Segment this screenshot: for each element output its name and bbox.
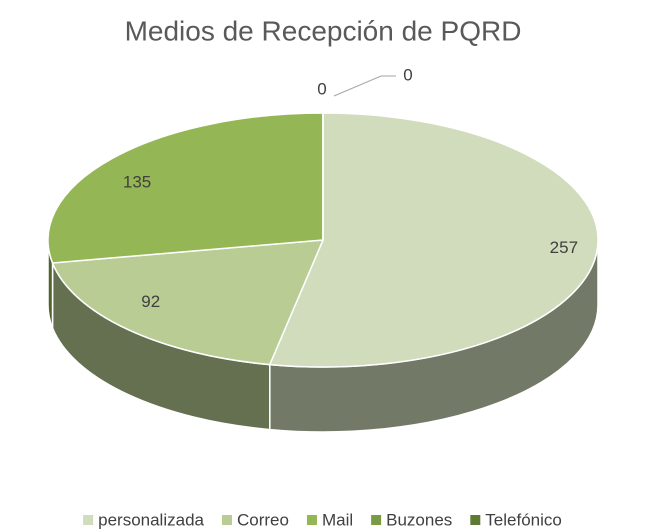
legend-marker — [371, 515, 382, 525]
legend-label: Buzones — [386, 510, 452, 529]
legend-label: Telefónico — [485, 510, 562, 529]
legend-label: Correo — [237, 510, 289, 529]
legend-marker — [221, 515, 232, 525]
chart-title: Medios de Recepción de PQRD — [125, 15, 522, 46]
legend-label: Mail — [322, 510, 353, 529]
slice — [268, 112, 599, 368]
data-label: 0 — [317, 79, 326, 98]
legend-marker — [470, 515, 481, 525]
legend-marker — [83, 515, 94, 525]
data-label: 92 — [141, 292, 160, 311]
data-label: 0 — [403, 65, 412, 84]
data-label: 135 — [123, 173, 151, 192]
data-label: 257 — [550, 238, 578, 257]
legend-label: personalizada — [98, 510, 204, 529]
slice — [51, 239, 325, 366]
slice — [47, 112, 324, 264]
leader-line — [333, 75, 396, 97]
legend-marker — [306, 515, 317, 525]
